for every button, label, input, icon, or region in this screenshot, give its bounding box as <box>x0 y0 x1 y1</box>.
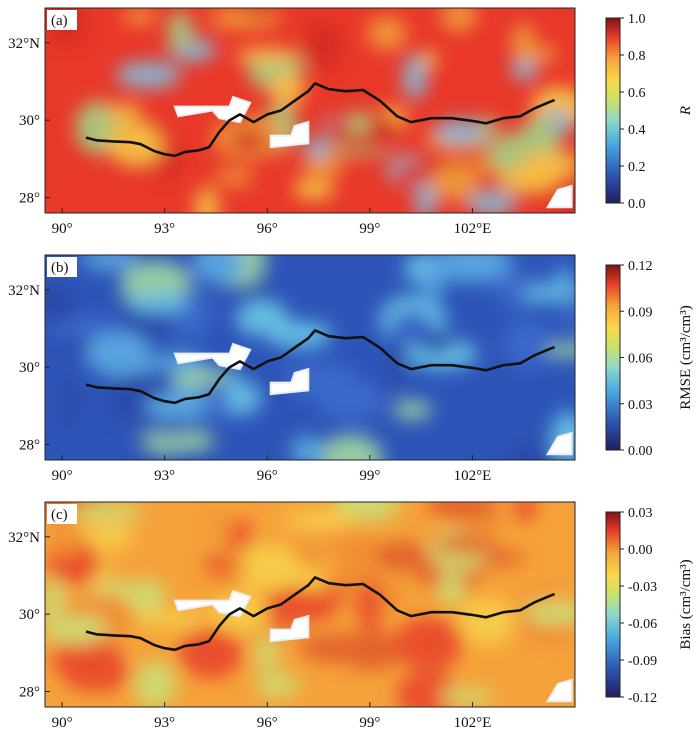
x-tick-label: 93° <box>154 468 175 484</box>
colorbar-tick-label: -0.12 <box>628 691 657 706</box>
y-tick-label: 28° <box>19 191 40 207</box>
map-field-c <box>45 502 575 707</box>
panel-a: (a) 90° 93° 96° 99° 102°E 32°N 30° 28° 1.0 0.8 0.6 0… <box>8 7 694 237</box>
panel-label-box-b <box>47 257 77 277</box>
colorbar-tick-label: 0.4 <box>628 123 646 138</box>
boundary-line-c <box>85 576 555 652</box>
colorbar-tick-label: 0.12 <box>628 259 653 274</box>
panel-label-a: (a) <box>51 13 68 29</box>
colorbar-tick-label: 0.00 <box>628 444 653 459</box>
colorbar-label-a: R <box>678 106 694 116</box>
panel-label-b: (b) <box>51 260 69 276</box>
x-tick-label: 90° <box>52 715 73 730</box>
panel-c: (c) 90° 93° 96° 99° 102°E 32°N 30° 28° 0.03 0.00 -0… <box>8 501 694 730</box>
colorbar-label-c: Bias (cm³/cm³) <box>678 559 694 649</box>
colorbar-tick-label: -0.03 <box>628 580 657 595</box>
boundary-line-a <box>85 82 555 158</box>
boundary-line-b <box>85 329 555 405</box>
mask-a-c <box>173 589 252 618</box>
x-tick-label: 102°E <box>454 715 492 730</box>
colorbar-a <box>605 17 621 204</box>
y-tick-label: 30° <box>19 607 40 623</box>
colorbar-tick-label: 0.00 <box>628 543 653 558</box>
x-tick-label: 96° <box>257 468 278 484</box>
x-tick-label: 93° <box>154 221 175 237</box>
x-tick-label: 93° <box>154 715 175 730</box>
mask-a-a <box>173 95 252 124</box>
panel-label-box-c <box>47 504 77 524</box>
mask-c-b <box>545 431 573 456</box>
y-tick-label: 30° <box>19 113 40 129</box>
map-frame-c <box>44 501 576 708</box>
panel-label-c: (c) <box>51 507 68 523</box>
panel-label-box-a <box>47 10 77 30</box>
x-tick-label: 99° <box>359 715 380 730</box>
colorbar-tick-label: 0.03 <box>628 506 653 521</box>
x-tick-label: 96° <box>257 715 278 730</box>
colorbar-label-b: RMSE (cm³/cm³) <box>678 305 694 409</box>
colorbar-c <box>605 511 621 698</box>
mask-b-c <box>269 614 310 643</box>
colorbar-tick-label: 0.2 <box>628 160 646 175</box>
map-field-a <box>45 8 575 213</box>
x-tick-label: 102°E <box>454 221 492 237</box>
y-tick-label: 30° <box>19 360 40 376</box>
colorbar-tick-label: 0.6 <box>628 86 646 101</box>
mask-b-a <box>269 120 310 149</box>
x-tick-label: 90° <box>52 468 73 484</box>
mask-b-b <box>269 367 310 396</box>
y-tick-label: 32°N <box>8 283 40 299</box>
mask-c-c <box>545 678 573 703</box>
colorbar-tick-label: 0.09 <box>628 305 653 320</box>
colorbar-tick-label: 0.0 <box>628 197 646 212</box>
colorbar-tick-label: 0.03 <box>628 398 653 413</box>
x-tick-label: 99° <box>359 468 380 484</box>
mask-a-b <box>173 342 252 371</box>
colorbar-tick-label: 0.8 <box>628 49 646 64</box>
colorbar-tick-label: 0.06 <box>628 352 653 367</box>
y-tick-label: 28° <box>19 438 40 454</box>
y-tick-label: 32°N <box>8 36 40 52</box>
x-tick-label: 102°E <box>454 468 492 484</box>
x-tick-label: 90° <box>52 221 73 237</box>
colorbar-tick-label: -0.06 <box>628 617 657 632</box>
map-frame-a <box>44 7 576 214</box>
map-field-b <box>45 255 575 460</box>
colorbar-tick-label: 1.0 <box>628 12 646 27</box>
panel-b: (b) 90° 93° 96° 99° 102°E 32°N 30° 28° 0.12 0.09 0.… <box>8 254 694 484</box>
x-tick-label: 99° <box>359 221 380 237</box>
y-tick-label: 32°N <box>8 530 40 546</box>
map-frame-b <box>44 254 576 461</box>
colorbar-b <box>605 264 621 451</box>
mask-c-a <box>545 184 573 209</box>
x-tick-label: 96° <box>257 221 278 237</box>
colorbar-tick-label: -0.09 <box>628 654 657 669</box>
y-tick-label: 28° <box>19 685 40 701</box>
